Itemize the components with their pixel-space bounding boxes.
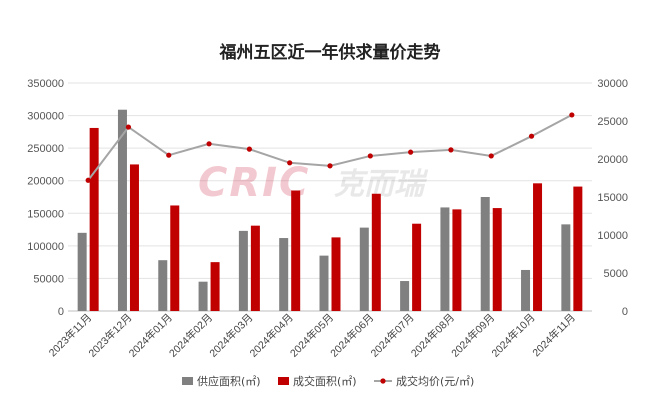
y-right-tick-label: 20000 xyxy=(597,154,628,166)
supply-bar xyxy=(480,197,490,311)
grid-lines xyxy=(68,82,592,312)
legend-price-label: 成交均价(元/㎡) xyxy=(396,374,474,388)
price-point xyxy=(569,112,575,118)
supply-bar xyxy=(400,281,410,311)
transaction-bar xyxy=(371,193,381,311)
y-axis-right: 0 5000 10000 15000 20000 25000 30000 xyxy=(597,78,628,318)
legend-price-marker xyxy=(380,378,386,384)
transaction-bar xyxy=(331,237,341,311)
supply-bar xyxy=(440,207,450,311)
y-left-tick-label: 350000 xyxy=(27,78,64,90)
legend-supply-label: 供应面积(㎡) xyxy=(197,374,261,388)
transaction-bar xyxy=(129,164,139,311)
price-point xyxy=(327,163,333,169)
y-left-tick-label: 100000 xyxy=(27,241,64,253)
supply-bar xyxy=(198,281,208,311)
y-left-tick-label: 200000 xyxy=(27,176,64,188)
x-tick-label: 2024年10月 xyxy=(489,311,538,360)
legend-supply-swatch xyxy=(182,377,193,385)
price-line xyxy=(85,112,575,183)
y-left-tick-label: 150000 xyxy=(27,208,64,220)
watermark-logo-text: CRIC xyxy=(198,160,310,206)
price-point xyxy=(488,153,494,159)
transaction-bar xyxy=(573,186,583,311)
price-point xyxy=(367,153,373,159)
watermark: CRIC 克而瑞 xyxy=(198,160,429,206)
legend-transaction-label: 成交面积(㎡) xyxy=(293,374,357,388)
transaction-bar xyxy=(89,127,99,311)
price-point xyxy=(287,160,293,166)
price-point xyxy=(85,177,91,183)
legend: 供应面积(㎡) 成交面积(㎡) 成交均价(元/㎡) xyxy=(182,374,474,388)
price-point xyxy=(408,149,414,155)
transaction-bar xyxy=(533,183,543,311)
price-point xyxy=(246,146,252,152)
y-right-tick-label: 0 xyxy=(622,306,628,318)
supply-bar xyxy=(117,109,127,311)
transaction-bar xyxy=(291,190,301,311)
transaction-bar xyxy=(210,262,220,311)
transaction-bar xyxy=(492,208,502,311)
supply-bar xyxy=(279,238,289,311)
transaction-bar xyxy=(250,225,260,311)
supply-bar xyxy=(521,269,531,311)
x-tick-label: 2024年11月 xyxy=(530,311,578,359)
y-right-tick-label: 5000 xyxy=(604,268,628,280)
y-right-tick-label: 30000 xyxy=(597,78,628,90)
price-point xyxy=(448,147,454,153)
supply-bar xyxy=(319,255,329,311)
supply-bar xyxy=(359,227,369,311)
price-point xyxy=(206,141,212,147)
y-right-tick-label: 25000 xyxy=(597,116,628,128)
supply-bar xyxy=(561,224,571,311)
y-left-tick-label: 250000 xyxy=(27,143,64,155)
y-right-tick-label: 10000 xyxy=(597,230,628,242)
transaction-bar xyxy=(170,205,180,311)
y-right-tick-label: 15000 xyxy=(597,192,628,204)
bars xyxy=(77,109,583,311)
supply-bar xyxy=(238,230,248,311)
supply-bar xyxy=(77,232,87,311)
price-point xyxy=(125,124,132,130)
y-left-tick-label: 300000 xyxy=(27,111,64,123)
watermark-chinese-text: 克而瑞 xyxy=(334,167,429,202)
supply-bar xyxy=(158,260,168,311)
y-left-tick-label: 0 xyxy=(58,306,64,318)
price-point xyxy=(528,133,535,139)
chart-title: 福州五区近一年供求量价走势 xyxy=(219,42,441,63)
transaction-bar xyxy=(412,223,422,311)
transaction-bar xyxy=(452,209,462,311)
x-axis: 2023年11月2023年12月2024年01月2024年02月2024年03月… xyxy=(46,311,578,360)
y-left-tick-label: 50000 xyxy=(33,273,64,285)
price-point xyxy=(166,152,172,158)
legend-transaction-swatch xyxy=(278,377,289,385)
price-line-path xyxy=(87,114,573,181)
y-axis-left: 0 50000 100000 150000 200000 250000 300000 3500… xyxy=(27,78,64,318)
